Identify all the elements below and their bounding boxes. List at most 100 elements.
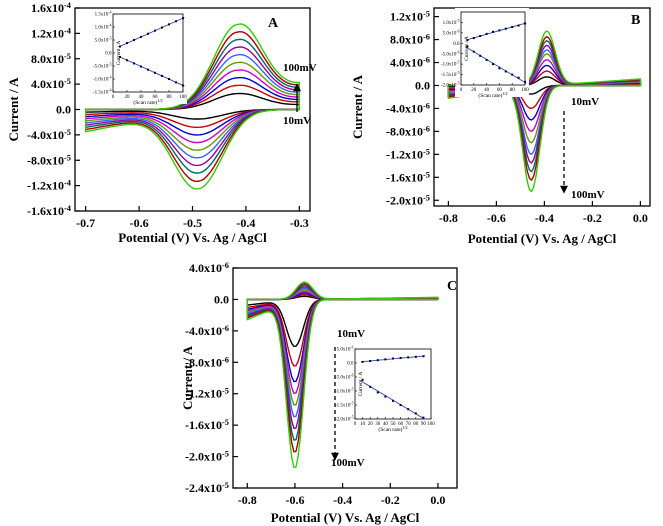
y-tick-label: -2.4x10-5 (185, 481, 229, 496)
inset-x-tick-label: 100 (179, 95, 187, 100)
inset-x-tick-label: 0 (460, 88, 463, 93)
inset-point-upper (168, 23, 170, 26)
plot-frame (232, 267, 458, 489)
panel-letter: B (631, 13, 640, 28)
inset-y-tick-label: -1.0x10-5 (335, 388, 354, 395)
inset-point-upper (414, 355, 417, 358)
inset-point-lower (511, 73, 514, 76)
scan-rate-label-bottom: 100mV (571, 189, 605, 201)
inset-fit-line-upper (465, 22, 527, 41)
inset-point-upper (384, 358, 387, 361)
inset-y-tick-label: -5.0x10-6 (441, 50, 460, 57)
inset-point-upper (479, 34, 482, 37)
inset-point-lower (175, 81, 177, 84)
y-tick-label: 0.0 (214, 292, 229, 306)
x-tick-label: -0.4 (236, 216, 255, 230)
inset-point-lower (392, 399, 394, 402)
inset-point-lower (479, 54, 482, 57)
inset-y-tick-label: 0.0 (453, 42, 460, 47)
panel-letter: C (447, 279, 457, 294)
inset-fit-line-lower (118, 55, 185, 87)
inset-x-tick-label: 60 (398, 422, 404, 427)
inset-x-tick-label: 20 (368, 422, 374, 427)
arrow-head-icon (293, 83, 301, 92)
inset-x-tick-label: 50 (391, 422, 397, 427)
panel-letter: A (268, 16, 279, 31)
x-tick-label: -0.5 (183, 216, 202, 230)
inset-point-lower (147, 68, 149, 71)
inset-y-tick-label: -2.0x10-5 (335, 416, 354, 423)
scan-rate-label-top: 10mV (337, 328, 365, 340)
inset-y-tick-label: -2.0x10-5 (441, 82, 460, 89)
inset-point-upper (119, 45, 121, 48)
x-tick-label: -0.6 (130, 216, 149, 230)
inset-point-upper (369, 360, 372, 363)
panel-a: -0.7 -0.6 -0.5 -0.4 -0.3 1.6x10-4 1.2x10-4 8.0x… (6, 1, 317, 246)
inset-point-upper (182, 17, 184, 20)
inset-fit-line-lower (465, 46, 527, 84)
y-tick-label: -4.0x10-6 (386, 101, 430, 116)
inset-y-label: Current / A (116, 41, 122, 66)
y-tick-label: -1.6x10-5 (185, 418, 229, 433)
inset-x-tick-label: 10 (360, 422, 366, 427)
inset-fit-line-upper (118, 17, 185, 48)
inset-point-upper (361, 360, 364, 363)
inset-plot: 0 20 40 60 80 100 1.5x10-4 1.0x10-4 5.0x10-5 0.0 -… (93, 10, 187, 106)
inset-x-tick-label: 60 (497, 88, 503, 93)
inset-y-tick-label: 5.0x10-6 (443, 29, 460, 36)
inset-x-tick-label: 40 (139, 95, 145, 100)
inset-x-label: (Scan rate)1/2 (378, 425, 407, 434)
y-tick-label: 1.6x10-4 (31, 1, 72, 16)
inset-y-tick-label: 5.0x10-6 (337, 346, 354, 353)
inset-point-lower (498, 67, 501, 70)
inset-y-tick-label: 1.0x10-5 (443, 19, 460, 26)
inset-y-tick-label: -1.5x10-4 (93, 89, 112, 96)
y-tick-label: 1.2x10-5 (390, 9, 430, 24)
y-tick-label: -1.2x10-5 (386, 147, 430, 162)
inset-y-tick-label: -1.5x10-5 (441, 71, 460, 78)
inset-point-upper (466, 39, 469, 42)
inset-point-lower (504, 70, 507, 73)
y-tick-label: 0.0 (56, 103, 71, 117)
inset-point-upper (485, 32, 488, 35)
panel-c: -0.8 -0.6 -0.4 -0.2 0.0 4.0x10-6 0.0 -4.0x10-6 -… (180, 261, 458, 525)
x-tick-label: -0.8 (439, 211, 458, 225)
inset-frame (112, 13, 184, 93)
x-tick-label: -0.4 (333, 493, 352, 507)
x-tick-label: 0.0 (633, 211, 648, 225)
y-axis-label: Current / A (350, 74, 365, 139)
y-tick-label: -1.2x10-5 (185, 386, 229, 401)
inset-x-label: (Scan rate)1/2 (478, 91, 507, 100)
inset-x-tick-label: 20 (471, 88, 477, 93)
scan-rate-label-top: 100mV (283, 62, 317, 74)
inset-point-upper (140, 35, 142, 38)
inset-point-upper (407, 356, 410, 359)
y-tick-label: 4.0x10-6 (189, 261, 229, 276)
y-tick-label: -8.0x10-6 (386, 124, 430, 139)
y-tick-label: -4.0x10-6 (185, 323, 229, 338)
inset-y-tick-label: 1.5x10-4 (95, 11, 112, 18)
inset-point-lower (472, 50, 475, 53)
inset-point-lower (485, 58, 488, 61)
y-tick-label: -2.0x10-5 (386, 193, 430, 208)
y-tick-label: 8.0x10-5 (31, 51, 71, 66)
inset-point-lower (407, 408, 410, 411)
inset-y-tick-label: 0.0 (347, 362, 354, 367)
inset-plot: 0 20 40 60 80 100 1.0x10-5 5.0x10-6 0.0 -5.0x10-6… (441, 8, 529, 99)
inset-point-upper (498, 29, 501, 32)
inset-point-lower (168, 78, 170, 80)
x-tick-label: -0.6 (285, 493, 304, 507)
x-axis-label: Potential (V) Vs. Ag / AgCl (118, 230, 267, 245)
inset-point-lower (126, 59, 128, 62)
inset-x-tick-label: 80 (510, 88, 516, 93)
inset-point-upper (517, 24, 520, 27)
inset-point-upper (504, 27, 507, 30)
y-tick-label: 4.0x10-5 (31, 77, 71, 92)
y-tick-label: 0.0 (415, 78, 430, 92)
inset-frame (460, 11, 526, 86)
inset-point-lower (517, 76, 520, 79)
inset-point-upper (161, 26, 163, 29)
y-tick-label: -4.0x10-5 (27, 127, 71, 142)
inset-plot: 0 10 20 30 40 50 60 70 80 90 100 5.0x10-6 0.0 -5.0x10… (335, 345, 435, 433)
